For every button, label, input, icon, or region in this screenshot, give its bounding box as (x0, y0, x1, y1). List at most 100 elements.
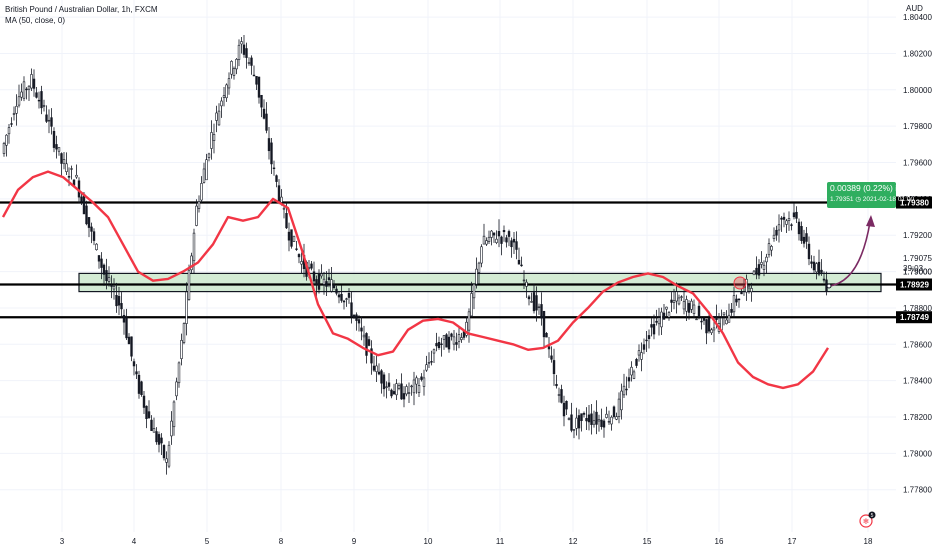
candle-body (427, 362, 431, 364)
candle-body (355, 314, 358, 321)
candle-body (435, 343, 438, 347)
candle (260, 94, 263, 118)
candle (325, 271, 328, 296)
level-price-tag-label: 1.78929 (900, 280, 929, 289)
candle-body (442, 335, 446, 340)
candle-body (242, 44, 246, 55)
candle-body (337, 294, 341, 298)
currency-unit: AUD (906, 4, 923, 13)
candle (57, 147, 61, 156)
candle-body (272, 167, 276, 170)
candle-body (197, 201, 201, 209)
candle (240, 36, 243, 54)
candle-body (485, 240, 488, 245)
candle (107, 266, 111, 287)
chart-legend[interactable]: British Pound / Australian Dollar, 1h, F… (5, 4, 158, 26)
candle-body (170, 420, 173, 437)
candle (332, 280, 336, 290)
projection-arrow (828, 221, 871, 287)
candle (180, 333, 183, 366)
candle (430, 350, 433, 366)
candle (375, 355, 378, 382)
candle (250, 55, 253, 75)
candle-body (657, 317, 661, 325)
moving-average-line (1, 170, 830, 390)
candle (655, 309, 658, 326)
candle-body (75, 174, 78, 178)
candle-body (317, 273, 321, 290)
candle-body (577, 415, 581, 429)
candle (300, 252, 303, 273)
candle (47, 109, 51, 134)
candle-body (350, 302, 353, 318)
candle (185, 282, 188, 336)
candle-body (697, 305, 701, 318)
candle-body (52, 131, 56, 148)
candle (242, 34, 246, 58)
candle-body (87, 217, 91, 228)
candle (652, 314, 656, 340)
candle (152, 417, 156, 433)
candle-body (582, 413, 586, 415)
candle (347, 288, 351, 304)
candle-body (312, 271, 316, 282)
candle (600, 408, 603, 430)
candle (500, 235, 503, 256)
candle-body (22, 81, 26, 99)
candle (527, 294, 531, 306)
candle (137, 370, 141, 399)
candle (422, 369, 426, 396)
candle (87, 217, 91, 238)
candle (497, 219, 501, 248)
candle-body (687, 303, 691, 313)
candle (145, 405, 148, 429)
candle (532, 284, 536, 314)
candle (450, 332, 453, 341)
annotations (733, 215, 875, 290)
candle-body (300, 261, 303, 265)
candle (682, 290, 686, 315)
candle (640, 342, 643, 372)
candle-body (715, 316, 718, 320)
candle (420, 373, 423, 382)
candle-body (775, 229, 778, 236)
candle (65, 152, 68, 176)
notification-count: 5 (871, 513, 874, 519)
candle-body (397, 385, 401, 389)
candle (162, 444, 166, 461)
candle-body (642, 344, 646, 350)
candle-body (572, 429, 576, 431)
candle (322, 272, 326, 295)
candle (115, 282, 118, 313)
candle (557, 387, 561, 403)
candle-body (130, 336, 133, 357)
price-axis[interactable]: 1.804001.802001.800001.798001.796001.794… (896, 0, 932, 550)
candle (20, 83, 23, 101)
candle (670, 292, 673, 312)
candle (727, 303, 731, 323)
candle-body (212, 133, 216, 141)
candle-body (200, 183, 203, 201)
candle-body (45, 114, 48, 122)
candle (822, 271, 826, 283)
candle (480, 244, 483, 268)
candle-body (107, 277, 111, 282)
candle (730, 303, 733, 316)
candle (80, 193, 83, 206)
candle (427, 352, 431, 369)
candle (407, 382, 411, 403)
candle-body (377, 371, 381, 375)
candle (472, 283, 476, 310)
level-price-tag (896, 196, 932, 209)
candle-body (250, 57, 253, 66)
candle-body (445, 334, 448, 348)
candle (540, 292, 543, 326)
candle (807, 236, 811, 266)
level-price-tag-label: 1.79380 (900, 199, 929, 208)
candle-body (140, 381, 143, 395)
time-axis[interactable]: 3 4 5 8 9 10 11 12 15 16 17 18 (60, 537, 873, 546)
candle-body (220, 100, 223, 107)
candle (22, 76, 26, 102)
candle (205, 153, 208, 181)
